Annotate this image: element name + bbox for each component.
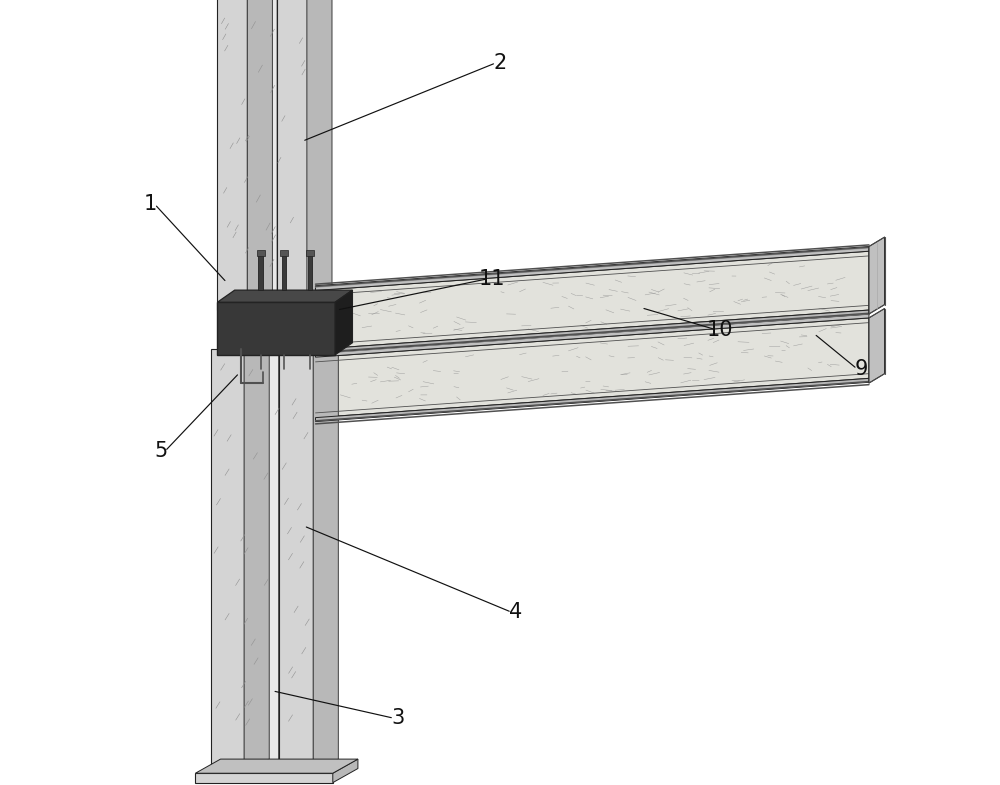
Polygon shape (335, 290, 352, 355)
Text: 5: 5 (154, 441, 168, 462)
Polygon shape (257, 250, 264, 256)
Polygon shape (313, 335, 338, 773)
Text: 11: 11 (479, 268, 505, 289)
Polygon shape (211, 349, 244, 773)
Polygon shape (247, 0, 272, 310)
Polygon shape (316, 310, 869, 353)
Text: 10: 10 (707, 319, 733, 340)
Text: 1: 1 (144, 194, 157, 214)
Polygon shape (244, 335, 269, 773)
Polygon shape (869, 309, 885, 383)
Polygon shape (217, 302, 335, 355)
Polygon shape (308, 253, 312, 290)
Polygon shape (282, 253, 286, 290)
Polygon shape (258, 253, 263, 290)
Polygon shape (217, 290, 352, 302)
Polygon shape (279, 335, 304, 773)
Polygon shape (277, 0, 307, 310)
Text: 9: 9 (854, 359, 868, 379)
Polygon shape (195, 773, 333, 783)
Polygon shape (244, 349, 279, 773)
Text: 3: 3 (391, 708, 405, 728)
Polygon shape (316, 318, 869, 418)
Polygon shape (306, 250, 314, 256)
Polygon shape (316, 313, 869, 357)
Polygon shape (307, 0, 332, 310)
Polygon shape (280, 250, 288, 256)
Polygon shape (316, 251, 869, 349)
Text: 2: 2 (493, 53, 507, 73)
Polygon shape (195, 759, 358, 773)
Text: 4: 4 (509, 602, 522, 623)
Polygon shape (316, 378, 869, 422)
Polygon shape (277, 0, 302, 310)
Polygon shape (279, 349, 313, 773)
Polygon shape (333, 759, 358, 783)
Polygon shape (247, 0, 277, 310)
Polygon shape (217, 0, 247, 310)
Polygon shape (316, 246, 869, 290)
Polygon shape (869, 237, 885, 314)
